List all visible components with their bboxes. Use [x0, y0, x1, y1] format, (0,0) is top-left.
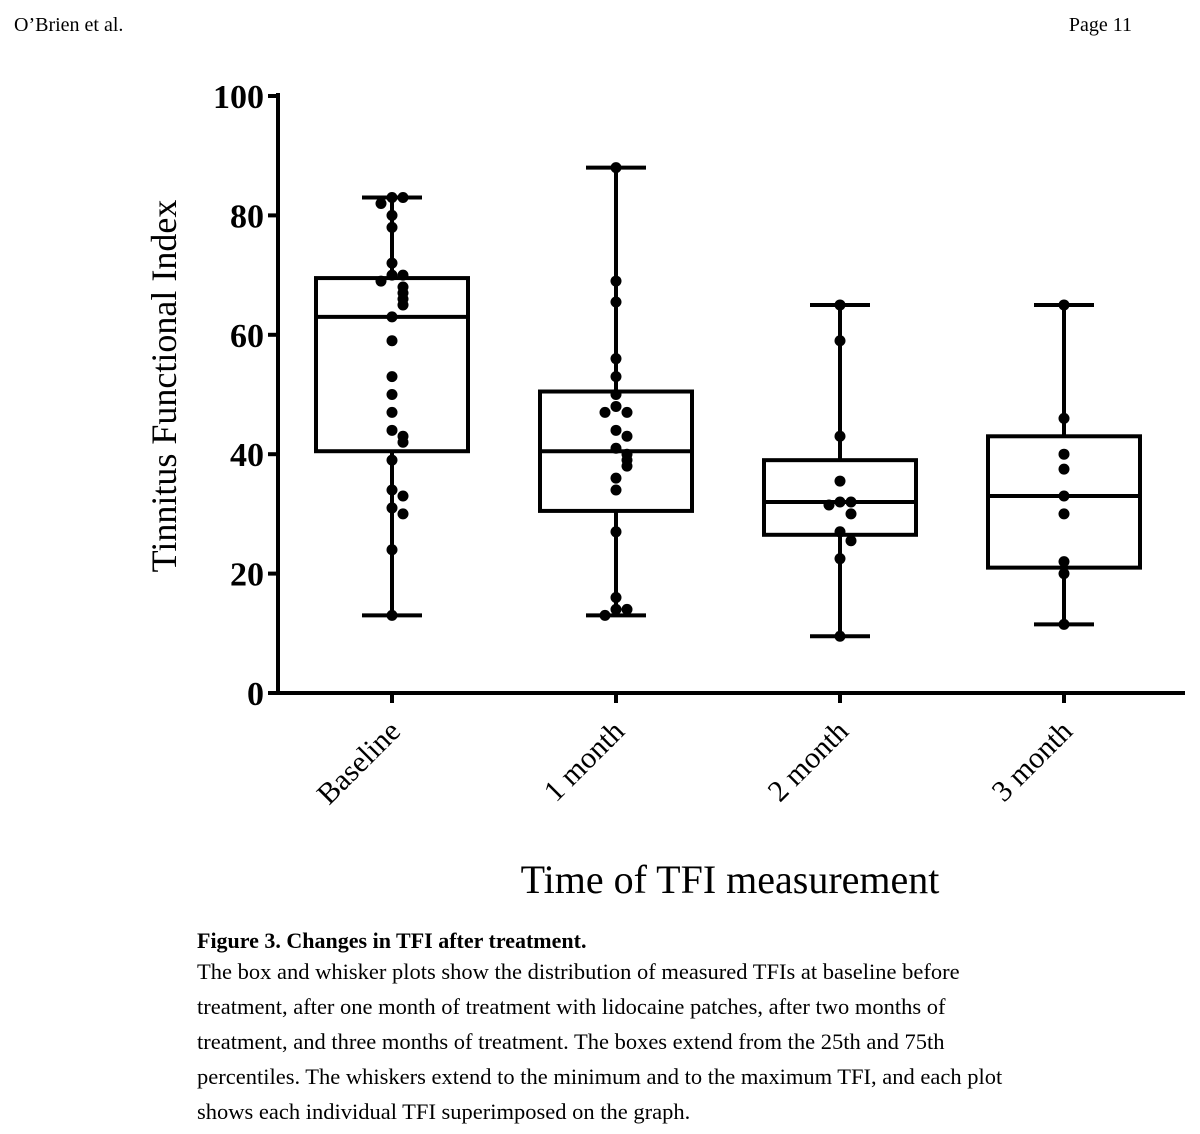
y-axis-label: Tinnitus Functional Index — [144, 200, 184, 573]
caption-line: treatment, and three months of treatment… — [197, 1029, 945, 1054]
data-point — [610, 353, 622, 365]
caption-line: treatment, after one month of treatment … — [197, 994, 946, 1019]
box-series — [314, 165, 1142, 639]
data-point — [610, 389, 622, 400]
data-point — [834, 553, 846, 565]
data-point — [1058, 412, 1070, 424]
data-point — [386, 209, 398, 221]
data-point — [610, 400, 622, 412]
data-point — [834, 630, 846, 642]
y-axis: 0 20 40 60 80 100 — [213, 79, 280, 713]
data-point — [610, 371, 622, 383]
data-point — [845, 508, 857, 520]
data-point — [610, 424, 622, 436]
data-point — [621, 460, 633, 472]
x-axis-label: Time of TFI measurement — [521, 857, 940, 902]
data-point — [610, 162, 622, 174]
data-point — [1058, 508, 1070, 520]
box-plot-chart: 0 20 40 60 80 100 Baseline 1 month 2 month 3 mon… — [144, 79, 1185, 902]
data-point — [845, 535, 857, 547]
data-point — [386, 406, 398, 418]
data-point — [834, 496, 846, 508]
data-point — [1058, 299, 1070, 311]
y-tick-label: 0 — [247, 676, 264, 713]
data-point — [610, 472, 622, 484]
data-point — [386, 371, 398, 383]
data-point — [610, 484, 622, 496]
running-header-author: O’Brien et al. — [14, 14, 124, 36]
iqr-box — [986, 434, 1142, 570]
data-point — [1058, 490, 1070, 502]
data-point — [386, 502, 398, 514]
y-tick-label: 100 — [213, 79, 264, 116]
data-point — [386, 221, 398, 233]
data-point — [1058, 448, 1070, 460]
data-point — [845, 496, 857, 508]
data-point — [834, 299, 846, 311]
data-point — [823, 499, 835, 511]
data-point — [386, 609, 398, 621]
data-points — [375, 162, 1070, 642]
data-point — [610, 526, 622, 538]
data-point — [834, 475, 846, 487]
data-point — [386, 311, 398, 323]
data-point — [386, 191, 398, 203]
data-point — [386, 269, 398, 281]
data-point — [610, 442, 622, 454]
x-tick-label: 1 month — [537, 715, 630, 808]
caption-line: The box and whisker plots show the distr… — [197, 959, 960, 984]
data-point — [599, 609, 611, 621]
data-point — [375, 197, 387, 209]
data-point — [610, 296, 622, 308]
data-point — [1058, 556, 1070, 568]
y-tick-label: 80 — [230, 198, 264, 235]
caption-title: Figure 3. Changes in TFI after treatment… — [197, 928, 587, 953]
data-point — [397, 508, 409, 520]
data-point — [610, 603, 622, 615]
x-tick-label: Baseline — [311, 715, 407, 811]
data-point — [610, 275, 622, 287]
data-point — [834, 430, 846, 442]
data-point — [834, 335, 846, 347]
data-point — [386, 389, 398, 400]
data-point — [397, 269, 409, 281]
figure-caption: Figure 3. Changes in TFI after treatment… — [197, 928, 1157, 1129]
x-axis: Baseline 1 month 2 month 3 month — [278, 691, 1185, 811]
data-point — [1058, 568, 1070, 580]
data-point — [621, 603, 633, 615]
data-point — [834, 526, 846, 538]
x-tick-label: 2 month — [761, 715, 854, 808]
data-point — [1058, 618, 1070, 630]
y-tick-label: 20 — [230, 557, 264, 594]
data-point — [599, 406, 611, 418]
data-point — [621, 430, 633, 442]
data-point — [386, 544, 398, 556]
data-point — [386, 484, 398, 496]
data-point — [621, 406, 633, 418]
caption-line: percentiles. The whiskers extend to the … — [197, 1064, 1003, 1089]
data-point — [397, 191, 409, 203]
data-point — [1058, 463, 1070, 475]
data-point — [386, 335, 398, 347]
data-point — [610, 591, 622, 603]
data-point — [386, 454, 398, 466]
data-point — [375, 275, 387, 287]
data-point — [397, 490, 409, 502]
data-point — [386, 257, 398, 269]
y-tick-label: 40 — [230, 437, 264, 474]
caption-body: The box and whisker plots show the distr… — [197, 954, 1157, 1129]
running-header-page: Page 11 — [1068, 14, 1132, 36]
y-tick-label: 60 — [230, 318, 264, 355]
data-point — [397, 299, 409, 311]
data-point — [397, 436, 409, 448]
data-point — [386, 424, 398, 436]
caption-line: shows each individual TFI superimposed o… — [197, 1099, 691, 1124]
x-tick-label: 3 month — [985, 715, 1078, 808]
